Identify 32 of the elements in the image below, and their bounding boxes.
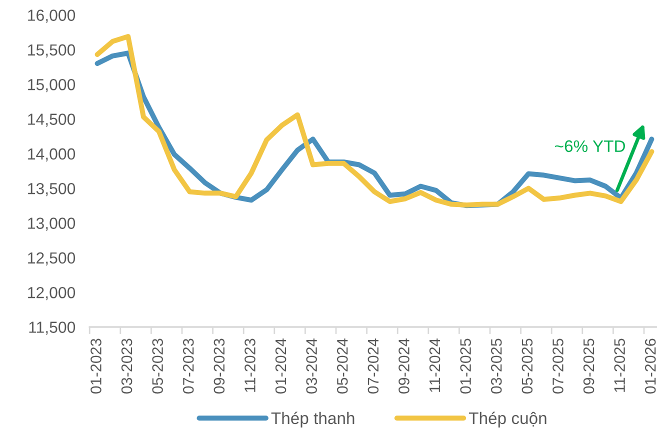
x-tick-label: 07-2024 (368, 338, 379, 394)
y-tick-label: 12,000 (28, 286, 76, 300)
legend-label: Thép thanh (271, 412, 354, 428)
x-tick-label: 03-2025 (490, 338, 502, 394)
y-tick-label: 13,000 (28, 218, 76, 231)
x-tick-label: 01-2025 (460, 338, 471, 394)
x-tick-label: 09-2023 (214, 338, 225, 394)
x-tick-label: 03-2024 (306, 338, 317, 394)
x-tick-label: 05-2023 (152, 338, 163, 394)
x-tick-label: 05-2024 (336, 338, 348, 394)
annotation: ~6% YTD (555, 140, 625, 152)
y-tick-label: 15,000 (28, 78, 76, 92)
x-tick-label: 07-2023 (182, 338, 194, 394)
y-tick-label: 13,500 (28, 182, 76, 196)
x-tick-label: 01-2023 (90, 338, 102, 394)
x-tick-label: 01-2026 (644, 338, 656, 394)
x-tick-label: 03-2023 (121, 338, 132, 394)
y-tick-label: 14,500 (28, 114, 76, 127)
x-tick-label: 11-2023 (244, 338, 256, 392)
y-tick-label: 15,500 (28, 44, 76, 58)
x-tick-label: 09-2024 (398, 338, 410, 394)
x-tick-label: 05-2025 (522, 338, 533, 394)
y-tick-label: 11,500 (29, 322, 76, 335)
x-tick-label: 07-2025 (552, 338, 564, 394)
legend-label: Thép cuộn (468, 412, 546, 428)
y-tick-label: 12,500 (28, 252, 76, 266)
x-tick-label: 09-2025 (583, 338, 594, 394)
y-tick-label: 14,000 (28, 148, 76, 162)
x-tick-label: 11-2024 (429, 338, 440, 392)
x-tick-label: 01-2024 (275, 338, 286, 394)
x-tick-label: 11-2025 (614, 338, 625, 392)
y-tick-label: 16,000 (28, 10, 76, 23)
